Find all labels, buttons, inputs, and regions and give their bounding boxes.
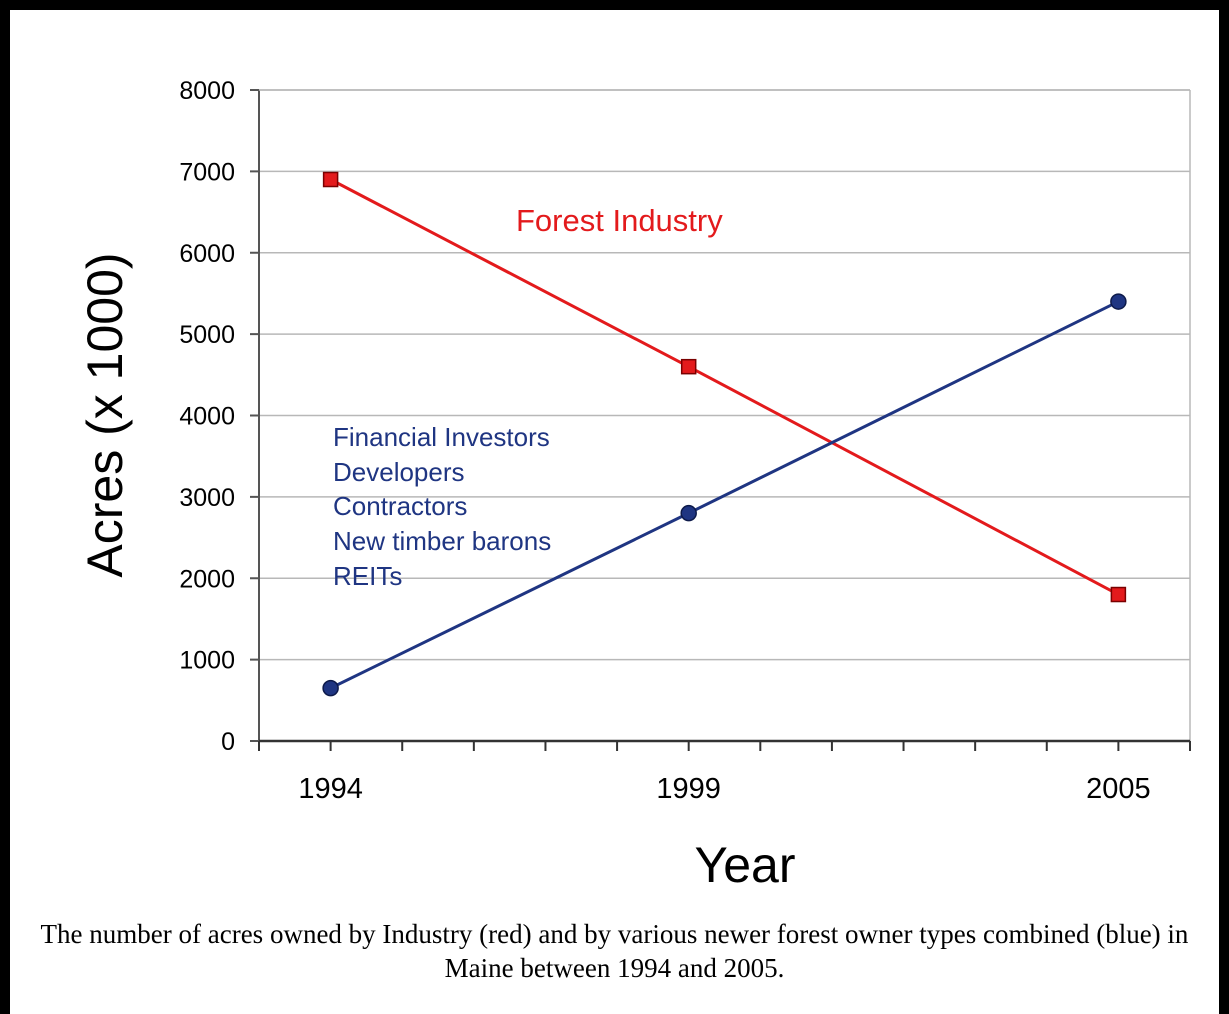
data-point [1110, 293, 1127, 310]
y-tick-label: 0 [221, 728, 235, 756]
x-tick-label: 2005 [1086, 773, 1151, 805]
y-tick-label: 1000 [179, 647, 235, 675]
y-tick-label: 3000 [179, 484, 235, 512]
y-tick-label: 6000 [179, 240, 235, 268]
y-tick-label: 2000 [179, 565, 235, 593]
y-tick-label: 7000 [179, 158, 235, 186]
y-tick-label: 5000 [179, 321, 235, 349]
x-axis-title: Year [694, 837, 795, 893]
owner-type-label: Financial Investors [333, 422, 550, 452]
data-point [680, 358, 697, 375]
y-tick-label: 4000 [179, 403, 235, 431]
x-tick-label: 1994 [298, 773, 363, 805]
data-point [1110, 586, 1127, 603]
owner-type-label: New timber barons [333, 526, 551, 556]
data-point [322, 171, 339, 188]
owner-type-label: Contractors [333, 491, 467, 521]
axes: 0 1000 2000 3000 4000 5000 6000 7000 8000 1994 199… [179, 77, 1191, 805]
y-axis-title: Acres (x 1000) [77, 252, 133, 577]
forest-industry-label: Forest Industry [516, 203, 723, 238]
owner-type-label: REITs [333, 561, 402, 591]
data-point [322, 679, 339, 697]
data-point [680, 504, 697, 522]
x-tick-label: 1999 [656, 773, 721, 805]
series [322, 171, 1127, 697]
owner-type-label: Developers [333, 457, 465, 487]
y-tick-label: 8000 [179, 77, 235, 105]
figure-caption: The number of acres owned by Industry (r… [40, 919, 1189, 983]
owner-types-label: Financial Investors Developers Contracto… [333, 422, 551, 591]
